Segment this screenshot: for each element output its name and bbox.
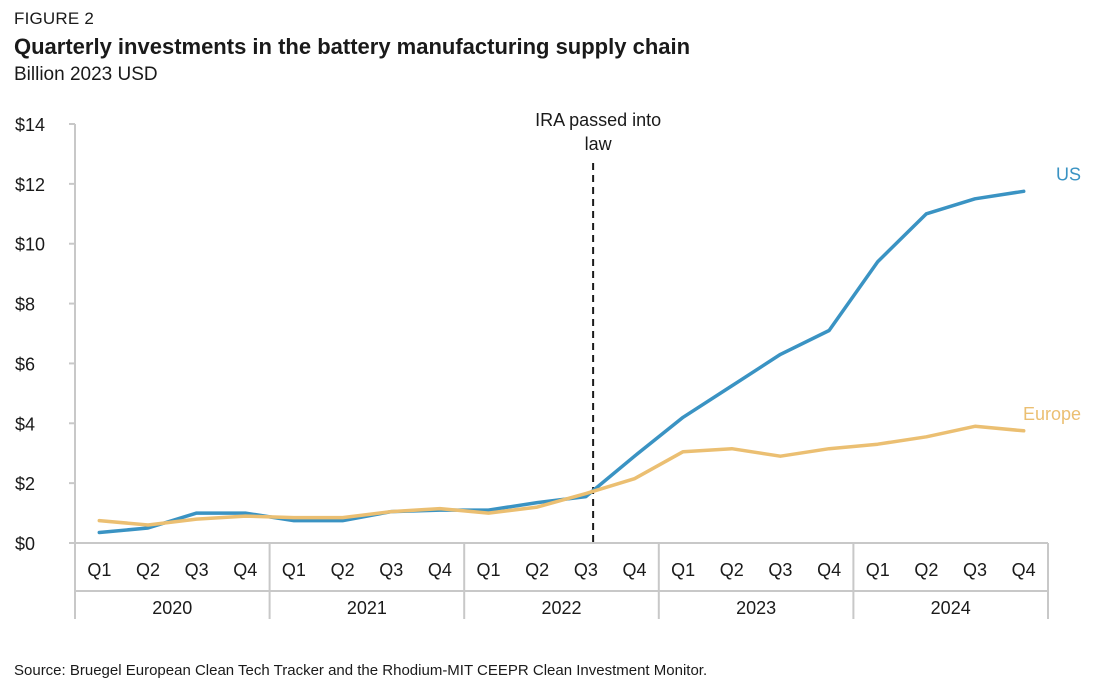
x-tick-label: Q3 (185, 560, 209, 580)
x-tick-label: Q2 (331, 560, 355, 580)
x-tick-label: Q3 (768, 560, 792, 580)
x-tick-label: Q4 (1012, 560, 1036, 580)
line-chart: $0 $2 $4 $6 $8 $10 $12 $14 2020 2021 2022 2023 2024 Q… (15, 110, 1081, 619)
x-tick-label: Q2 (720, 560, 744, 580)
x-tick-label: Q1 (671, 560, 695, 580)
y-tick-label: $10 (15, 235, 45, 255)
series-line-us (97, 189, 1026, 535)
x-tick-label: Q4 (622, 560, 646, 580)
y-tick-label: $4 (15, 414, 35, 434)
x-tick-label: Q3 (379, 560, 403, 580)
figure-label: FIGURE 2 (14, 9, 95, 28)
y-tick-label: $8 (15, 295, 35, 315)
y-tick-label: $14 (15, 115, 45, 135)
x-tick-label: Q3 (963, 560, 987, 580)
x-tick-label: Q3 (574, 560, 598, 580)
year-label: 2021 (347, 598, 387, 618)
series-line-europe (97, 424, 1026, 527)
y-tick-label: $6 (15, 354, 35, 374)
series-label-europe: Europe (1023, 404, 1081, 424)
x-tick-label: Q1 (282, 560, 306, 580)
year-label: 2024 (931, 598, 971, 618)
x-tick-label: Q2 (914, 560, 938, 580)
ira-annotation-text: law (585, 134, 613, 154)
x-tick-label: Q1 (87, 560, 111, 580)
y-tick-label: $0 (15, 534, 35, 554)
source-note: Source: Bruegel European Clean Tech Trac… (14, 662, 708, 679)
x-tick-label: Q2 (136, 560, 160, 580)
x-tick-label: Q4 (428, 560, 452, 580)
x-tick-label: Q4 (233, 560, 257, 580)
ira-annotation-text: IRA passed into (535, 110, 661, 130)
x-tick-label: Q4 (817, 560, 841, 580)
year-label: 2022 (541, 598, 581, 618)
series-label-us: US (1056, 164, 1081, 184)
y-tick-label: $12 (15, 175, 45, 195)
chart-subtitle: Billion 2023 USD (14, 64, 158, 85)
chart-title: Quarterly investments in the battery man… (14, 34, 691, 59)
y-tick-label: $2 (15, 474, 35, 494)
x-tick-label: Q1 (477, 560, 501, 580)
x-tick-label: Q1 (866, 560, 890, 580)
year-label: 2023 (736, 598, 776, 618)
year-label: 2020 (152, 598, 192, 618)
x-tick-label: Q2 (525, 560, 549, 580)
